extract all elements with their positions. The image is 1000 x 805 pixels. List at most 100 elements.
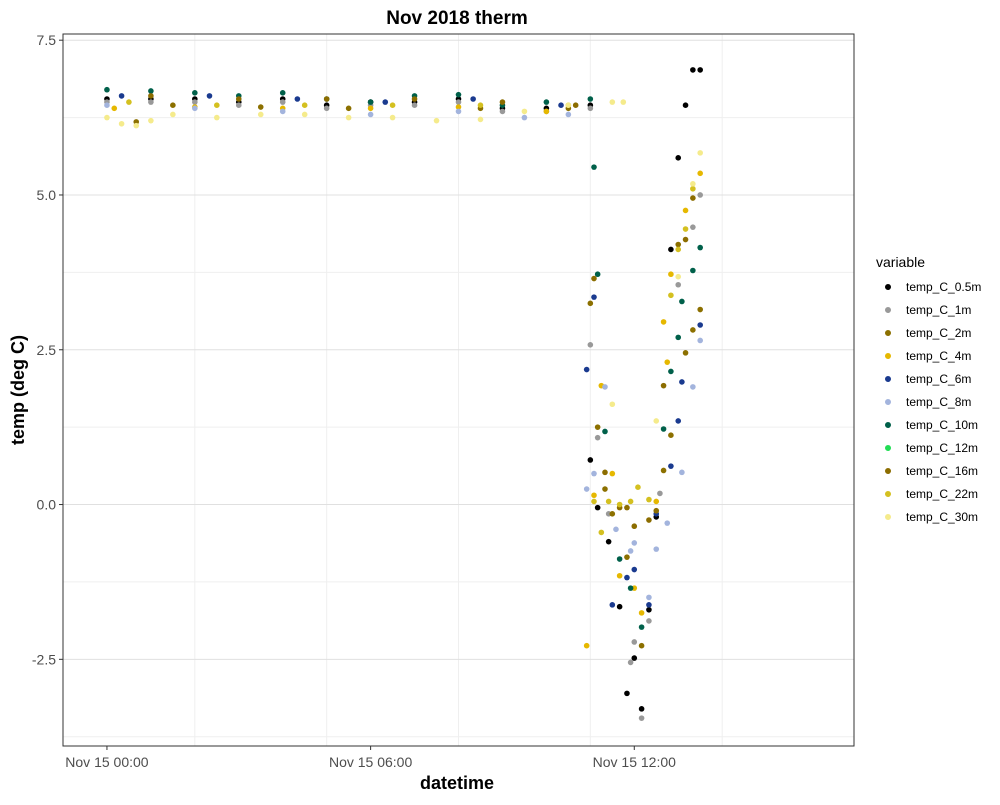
data-point-temp-c-8m [627, 548, 634, 554]
data-point-temp-c-8m [697, 337, 703, 344]
data-point-temp-c-8m [631, 540, 638, 546]
data-point-temp-c-6m [118, 93, 125, 99]
x-axis-label: datetime [420, 773, 494, 793]
data-point-temp-c-30m [609, 401, 616, 408]
data-point-temp-c-2m [668, 432, 674, 438]
y-axis-label: temp (deg C) [8, 335, 28, 445]
data-point-temp-c-4m [653, 498, 660, 505]
data-point-temp-c-4m [660, 319, 667, 325]
legend-key [885, 284, 891, 290]
y-tick-label: -2.5 [32, 651, 56, 667]
data-point-temp-c-22m [668, 292, 674, 299]
data-point-temp-c-1m [499, 108, 506, 115]
data-point-temp-c-8m [583, 486, 590, 492]
data-point-temp-c-16m [148, 93, 154, 99]
data-point-temp-c-22m [591, 498, 597, 505]
data-point-temp-c-30m [345, 114, 352, 121]
data-point-temp-c-16m [631, 523, 638, 530]
data-point-temp-c-6m [679, 379, 685, 385]
data-point-temp-c-4m [668, 271, 674, 278]
legend-key [885, 376, 891, 382]
data-point-temp-c-4m [111, 105, 118, 112]
data-point-temp-c-16m [323, 96, 330, 102]
data-point-temp-c-2m [690, 327, 696, 333]
data-point-temp-c-4m [455, 104, 462, 110]
y-tick-label: 5.0 [37, 187, 57, 203]
data-point-temp-c-1m [627, 659, 634, 666]
data-point-temp-c-4m [616, 572, 623, 579]
y-tick-label: 0.0 [37, 497, 57, 513]
data-point-temp-c-30m [565, 102, 572, 108]
data-point-temp-c-2m [587, 300, 594, 307]
data-point-temp-c-10m [594, 271, 601, 278]
data-point-temp-c-1m [279, 99, 286, 105]
legend-title: variable [876, 254, 925, 270]
legend-label: temp_C_4m [906, 349, 971, 363]
legend-label: temp_C_22m [906, 487, 978, 501]
data-point-temp-c-6m [583, 366, 590, 373]
data-point-temp-c-6m [668, 463, 674, 469]
legend-key [885, 330, 891, 336]
data-point-temp-c-30m [118, 120, 125, 127]
data-point-temp-c-0-5m [587, 457, 594, 463]
data-point-temp-c-30m [170, 111, 176, 118]
legend-key [885, 399, 891, 405]
data-point-temp-c-22m [646, 496, 652, 503]
data-point-temp-c-10m [543, 99, 550, 105]
legend-label: temp_C_2m [906, 326, 971, 340]
data-point-temp-c-8m [602, 384, 608, 390]
data-point-temp-c-4m [543, 108, 550, 115]
data-point-temp-c-2m [594, 424, 601, 430]
data-point-temp-c-22m [682, 226, 689, 232]
data-point-temp-c-30m [697, 150, 703, 156]
data-point-temp-c-30m [609, 99, 616, 105]
grid-lines [62, 34, 855, 746]
data-point-temp-c-8m [455, 108, 462, 115]
data-point-temp-c-0-5m [594, 504, 601, 511]
data-point-temp-c-16m [624, 504, 630, 511]
data-point-temp-c-22m [675, 246, 682, 253]
data-point-temp-c-1m [148, 99, 154, 105]
data-point-temp-c-22m [627, 498, 634, 505]
data-point-temp-c-2m [345, 105, 352, 112]
data-point-temp-c-2m [638, 642, 645, 649]
data-point-temp-c-1m [638, 715, 645, 721]
data-point-temp-c-16m [411, 96, 418, 102]
data-point-temp-c-16m [591, 275, 597, 282]
y-tick-label: 7.5 [37, 32, 57, 48]
data-point-temp-c-8m [690, 384, 696, 390]
data-point-temp-c-1m [657, 490, 663, 497]
data-point-temp-c-30m [477, 116, 484, 123]
data-point-temp-c-8m [367, 111, 374, 118]
data-point-temp-c-4m [664, 359, 671, 365]
data-point-temp-c-6m [631, 566, 638, 573]
data-point-temp-c-2m [660, 467, 667, 474]
data-point-temp-c-1m [192, 99, 198, 105]
data-point-temp-c-0-5m [697, 67, 703, 73]
data-point-temp-c-1m [690, 224, 696, 230]
data-point-temp-c-30m [620, 99, 627, 105]
data-point-temp-c-10m [616, 556, 623, 562]
data-point-temp-c-22m [389, 102, 396, 108]
data-point-temp-c-8m [679, 469, 685, 476]
data-point-temp-c-8m [664, 520, 671, 526]
data-point-temp-c-8m [613, 526, 619, 533]
data-point-temp-c-30m [675, 273, 682, 280]
data-point-temp-c-0-5m [690, 67, 696, 73]
legend-label: temp_C_8m [906, 395, 971, 409]
data-point-temp-c-10m [279, 90, 286, 96]
y-tick-label: 2.5 [37, 342, 57, 358]
data-point-temp-c-6m [609, 602, 616, 608]
data-point-temp-c-30m [104, 114, 110, 121]
x-tick-label: Nov 15 06:00 [329, 754, 412, 770]
data-point-temp-c-10m [591, 164, 597, 170]
data-point-temp-c-16m [499, 99, 506, 105]
data-point-temp-c-4m [591, 492, 597, 499]
data-point-temp-c-10m [679, 298, 685, 305]
data-point-temp-c-22m [635, 484, 641, 491]
data-point-temp-c-22m [605, 498, 612, 505]
data-point-temp-c-10m [602, 428, 608, 435]
data-point-temp-c-4m [367, 105, 374, 112]
data-point-temp-c-6m [470, 96, 476, 102]
data-point-temp-c-1m [587, 105, 594, 112]
